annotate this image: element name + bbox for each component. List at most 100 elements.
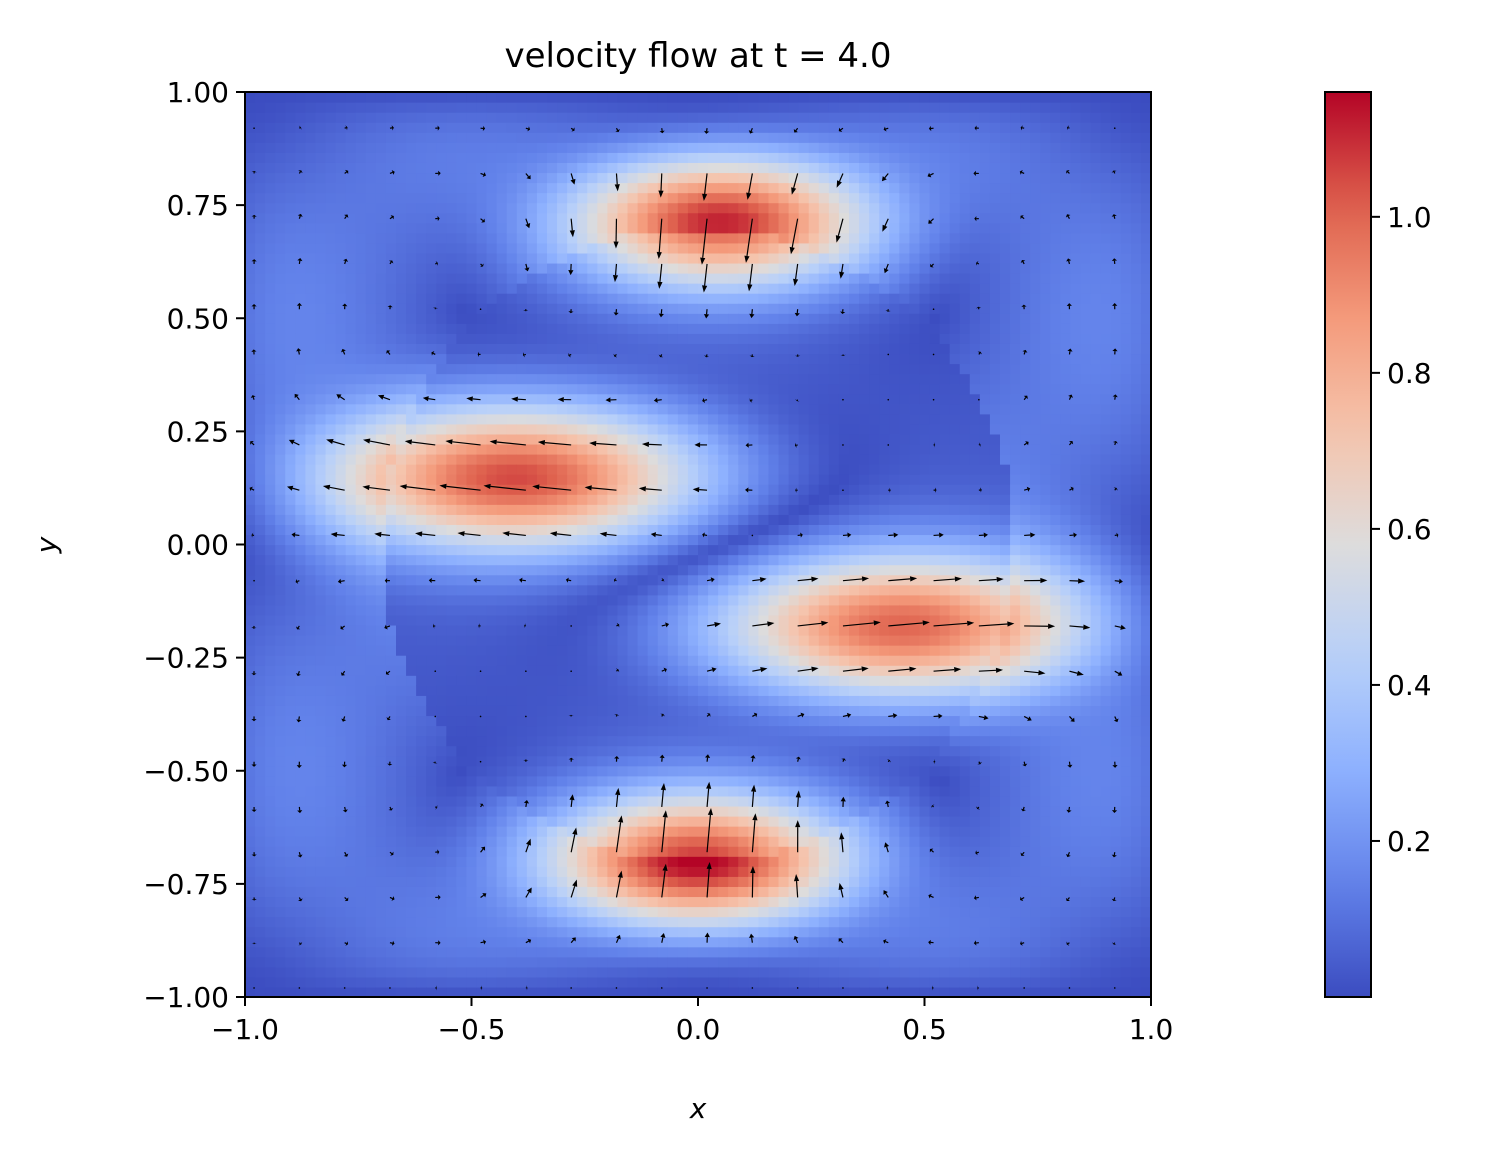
heatmap-cell [486, 705, 498, 717]
heatmap-cell [778, 946, 790, 958]
heatmap-cell [758, 866, 770, 877]
heatmap-cell [406, 92, 417, 103]
heatmap-cell [738, 675, 749, 686]
heatmap-cell [536, 353, 548, 365]
heatmap-cell [687, 685, 699, 696]
heatmap-cell [607, 544, 619, 556]
heatmap-cell [446, 544, 457, 556]
heatmap-cell [486, 544, 498, 556]
heatmap-cell [275, 574, 286, 586]
heatmap-cell [637, 92, 649, 103]
heatmap-cell [557, 926, 568, 938]
heatmap-cell [667, 232, 679, 244]
heatmap-cell [426, 242, 437, 254]
heatmap-cell [315, 986, 327, 997]
heatmap-cell [365, 906, 377, 918]
heatmap-cell [365, 685, 377, 696]
heatmap-cell [738, 454, 749, 465]
heatmap-cell [557, 433, 568, 445]
heatmap-cell [476, 202, 488, 214]
heatmap-cell [275, 162, 286, 174]
heatmap-cell [466, 635, 478, 646]
heatmap-cell [547, 866, 558, 877]
heatmap-cell [426, 735, 437, 747]
heatmap-cell [426, 293, 437, 304]
heatmap-cell [466, 645, 478, 656]
heatmap-cell [567, 976, 578, 988]
heatmap-cell [677, 594, 689, 606]
heatmap-cell [677, 494, 689, 505]
heatmap-cell [547, 926, 558, 938]
heatmap-cell [687, 363, 699, 375]
heatmap-cell [406, 162, 417, 174]
heatmap-cell [315, 906, 327, 918]
heatmap-cell [516, 383, 528, 395]
heatmap-cell [657, 293, 669, 304]
heatmap-cell [708, 202, 719, 214]
heatmap-cell [275, 202, 286, 214]
heatmap-cell [486, 604, 498, 616]
heatmap-cell [687, 142, 699, 153]
heatmap-cell [667, 876, 679, 887]
heatmap-cell [708, 242, 719, 254]
heatmap-cell [758, 745, 770, 757]
heatmap-cell [516, 544, 528, 556]
heatmap-cell [436, 484, 447, 495]
heatmap-cell [557, 866, 568, 877]
heatmap-cell [768, 524, 780, 536]
heatmap-cell [355, 635, 367, 646]
heatmap-cell [385, 795, 397, 807]
heatmap-cell [375, 242, 387, 254]
heatmap-cell [788, 856, 800, 867]
heatmap-cell [456, 303, 468, 314]
heatmap-cell [627, 363, 639, 375]
heatmap-cell [657, 423, 669, 435]
heatmap-cell [406, 454, 417, 465]
heatmap-cell [305, 725, 317, 737]
heatmap-cell [718, 202, 729, 214]
heatmap-cell [396, 735, 407, 747]
heatmap-cell [577, 846, 588, 857]
heatmap-cell [466, 534, 478, 546]
heatmap-cell [506, 242, 518, 254]
heatmap-cell [305, 735, 317, 747]
heatmap-cell [486, 222, 498, 234]
heatmap-cell [345, 333, 357, 344]
heatmap-cell [728, 785, 739, 797]
heatmap-cell [687, 946, 699, 958]
heatmap-cell [416, 906, 427, 918]
heatmap-cell [506, 765, 518, 777]
heatmap-cell [728, 413, 739, 425]
heatmap-cell [728, 504, 739, 515]
heatmap-cell [345, 635, 357, 646]
heatmap-cell [396, 936, 407, 948]
heatmap-cell [355, 534, 367, 546]
heatmap-cell [255, 122, 266, 133]
heatmap-cell [365, 886, 377, 898]
heatmap-cell [315, 795, 327, 807]
heatmap-cell [718, 956, 729, 968]
heatmap-cell [627, 112, 639, 123]
heatmap-cell [476, 695, 488, 706]
heatmap-cell [778, 785, 790, 797]
heatmap-cell [788, 433, 800, 445]
heatmap-cell [396, 323, 407, 334]
heatmap-cell [758, 956, 770, 968]
heatmap-cell [536, 775, 548, 787]
heatmap-cell [255, 725, 266, 737]
heatmap-cell [315, 423, 327, 435]
heatmap-cell [758, 504, 770, 515]
heatmap-cell [687, 836, 699, 847]
heatmap-cell [516, 413, 528, 425]
heatmap-cell [506, 876, 518, 887]
heatmap-cell [315, 92, 327, 103]
heatmap-cell [798, 765, 810, 777]
heatmap-cell [758, 604, 770, 616]
heatmap-cell [305, 283, 317, 294]
heatmap-cell [577, 343, 588, 355]
heatmap-cell [436, 584, 447, 596]
heatmap-cell [305, 876, 317, 887]
heatmap-cell [516, 122, 528, 133]
heatmap-cell [245, 102, 256, 113]
heatmap-cell [456, 443, 468, 455]
